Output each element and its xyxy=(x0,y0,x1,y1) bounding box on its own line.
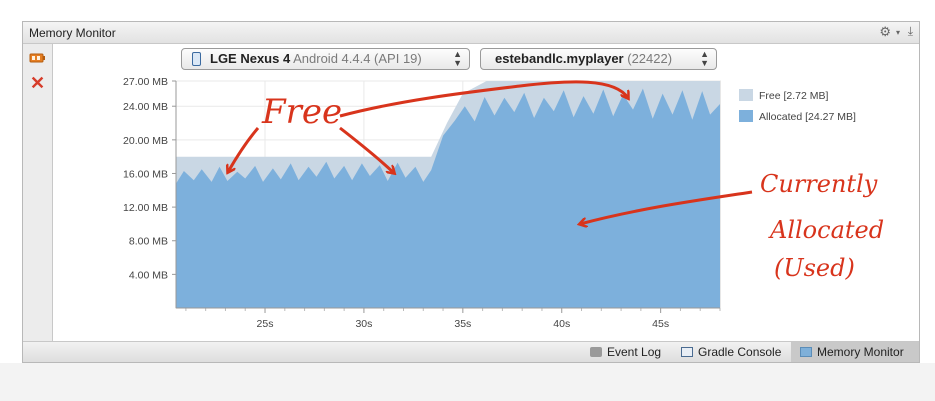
gear-icon[interactable]: ⚙ xyxy=(879,24,891,39)
arrow-free-top xyxy=(339,80,628,118)
tab-memory-monitor[interactable]: Memory Monitor xyxy=(791,342,919,362)
gradle-console-icon xyxy=(681,347,693,357)
y-tick-label: 20.00 MB xyxy=(123,135,168,147)
arrow-free-left xyxy=(228,127,260,172)
y-tick-label: 12.00 MB xyxy=(123,202,168,214)
panel-title: Memory Monitor xyxy=(29,26,116,40)
tab-event-log[interactable]: Event Log xyxy=(590,342,661,362)
series-allocated-area xyxy=(176,88,720,308)
x-tick-label: 40s xyxy=(553,318,570,330)
event-log-icon xyxy=(590,347,602,357)
x-tick-label: 45s xyxy=(652,318,669,330)
process-pid: (22422) xyxy=(627,51,673,66)
chevron-updown-icon: ▲ ▼ xyxy=(700,49,709,68)
tab-gradle-console[interactable]: Gradle Console xyxy=(681,342,781,362)
process-dropdown[interactable]: estebandlc.myplayer (22422) ▲ ▼ xyxy=(480,48,717,70)
device-name: LGE Nexus 4 xyxy=(210,51,291,66)
y-tick-label: 8.00 MB xyxy=(129,236,168,248)
memory-chart: 27.00 MB 24.00 MB 20.00 MB 16.00 MB 12.00 MB… xyxy=(123,76,856,330)
arrow-free-right xyxy=(339,126,394,173)
y-tick-label: 27.00 MB xyxy=(123,76,168,88)
tab-label: Event Log xyxy=(607,345,662,359)
page-background-band xyxy=(0,363,935,401)
y-tick-label: 16.00 MB xyxy=(123,168,168,180)
annotation-used: (Used) xyxy=(774,254,855,282)
legend-swatch xyxy=(739,110,753,122)
tool-window-bar: Event Log Gradle Console Memory Monitor xyxy=(23,341,919,362)
panel-titlebar: Memory Monitor ⚙ ▾ ⤓ xyxy=(23,22,919,44)
process-name: estebandlc.myplayer xyxy=(495,51,624,66)
y-axis: 27.00 MB 24.00 MB 20.00 MB 16.00 MB 12.00 MB… xyxy=(123,76,177,308)
legend-swatch xyxy=(739,89,753,101)
x-axis: 25s 30s 35s 40s 45s xyxy=(176,307,721,330)
memory-monitor-panel: Memory Monitor ⚙ ▾ ⤓ ✕ LGE Nexus 4 Andro… xyxy=(22,21,920,363)
chevron-down-icon[interactable]: ▾ xyxy=(895,28,900,37)
x-tick-label: 35s xyxy=(454,318,471,330)
y-tick-label: 24.00 MB xyxy=(123,101,168,113)
legend-label: Allocated [24.27 MB] xyxy=(759,111,856,123)
annotation-currently: Currently xyxy=(760,170,878,198)
annotation-allocated: Allocated xyxy=(770,216,885,244)
device-version: Android 4.4.4 (API 19) xyxy=(293,51,422,66)
close-icon[interactable]: ✕ xyxy=(30,73,46,93)
device-dropdown[interactable]: LGE Nexus 4 Android 4.4.4 (API 19) ▲ ▼ xyxy=(181,48,470,70)
monitor-toolbar: ✕ xyxy=(23,44,53,341)
x-tick-label: 30s xyxy=(355,318,372,330)
chart-areas xyxy=(176,81,720,308)
gc-icon[interactable] xyxy=(29,52,46,64)
memory-monitor-icon xyxy=(800,347,812,357)
tab-label: Gradle Console xyxy=(698,345,782,359)
y-tick-label: 4.00 MB xyxy=(129,269,168,281)
chevron-updown-icon: ▲ ▼ xyxy=(453,49,462,68)
chart-legend: Free [2.72 MB] Allocated [24.27 MB] xyxy=(739,89,856,123)
tab-label: Memory Monitor xyxy=(817,345,904,359)
annotation-free: Free xyxy=(262,92,343,132)
device-label: LGE Nexus 4 Android 4.4.4 (API 19) xyxy=(210,49,422,69)
phone-icon xyxy=(192,52,201,66)
hide-panel-icon[interactable]: ⤓ xyxy=(907,24,913,38)
legend-label: Free [2.72 MB] xyxy=(759,90,829,102)
arrow-allocated xyxy=(580,190,753,224)
process-label: estebandlc.myplayer (22422) xyxy=(495,49,672,69)
x-tick-label: 25s xyxy=(257,318,274,330)
